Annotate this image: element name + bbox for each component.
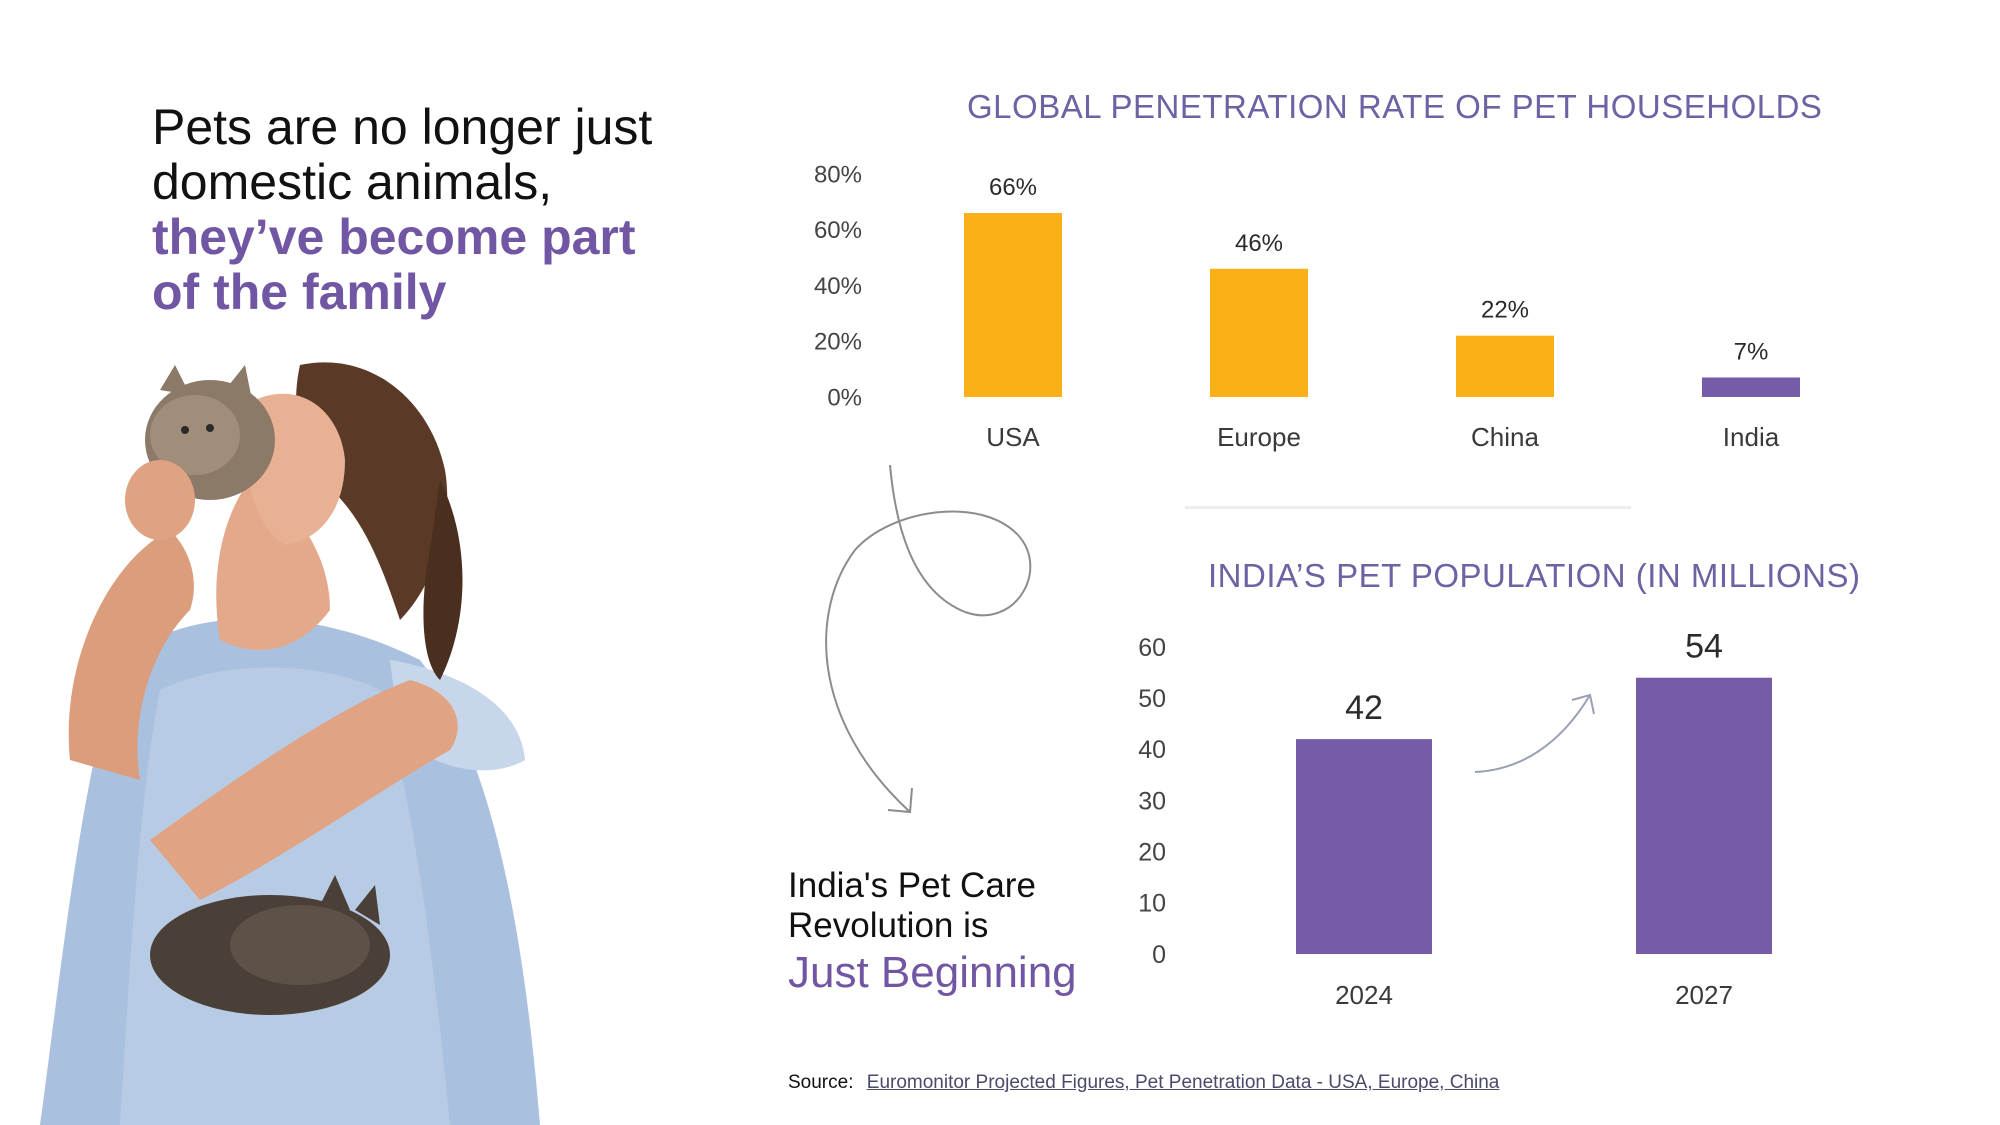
value-label: 7% (1734, 338, 1769, 365)
callout-line-2: Revolution is (788, 906, 989, 945)
headline-highlight-line-1: they’ve become part (152, 209, 636, 265)
y-tick-label: 0% (827, 384, 862, 411)
value-label: 66% (989, 174, 1037, 201)
category-label: India (1723, 422, 1780, 452)
value-label: 46% (1235, 230, 1283, 257)
bar-india (1702, 377, 1800, 397)
y-tick-label: 80% (814, 161, 862, 188)
y-tick-label: 60% (814, 217, 862, 244)
source-note: Source: Euromonitor Projected Figures, P… (788, 1072, 1499, 1094)
y-tick-label: 20 (1138, 838, 1166, 866)
y-tick-label: 50 (1138, 685, 1166, 713)
y-tick-label: 60 (1138, 634, 1166, 662)
bar-2027 (1636, 677, 1772, 954)
value-label: 54 (1685, 628, 1723, 666)
bar-2024 (1296, 739, 1432, 954)
category-label: China (1471, 422, 1539, 452)
callout-line-1: India's Pet Care (788, 866, 1036, 905)
value-label: 22% (1481, 297, 1529, 324)
y-tick-label: 30 (1138, 787, 1166, 815)
y-tick-label: 40% (814, 273, 862, 300)
headline-line-2: domestic animals, (152, 154, 553, 210)
category-label: 2024 (1335, 980, 1393, 1010)
category-label: USA (986, 422, 1040, 452)
headline-highlight-line-2: of the family (152, 264, 447, 320)
callout: India's Pet Care Revolution is Just Begi… (788, 866, 1118, 1000)
y-tick-label: 10 (1138, 890, 1166, 918)
headline-line-1: Pets are no longer just (152, 99, 653, 155)
y-tick-label: 40 (1138, 736, 1166, 764)
category-label: 2027 (1675, 980, 1733, 1010)
bar-usa (964, 213, 1062, 397)
y-tick-label: 20% (814, 329, 862, 356)
bar-europe (1210, 268, 1308, 397)
bar-china (1456, 335, 1554, 397)
source-link[interactable]: Euromonitor Projected Figures, Pet Penet… (866, 1072, 1500, 1093)
value-label: 42 (1345, 689, 1383, 727)
chart-2-title: INDIA’S PET POPULATION (IN MILLIONS) (1208, 557, 1861, 594)
headline: Pets are no longer just domestic animals… (152, 100, 752, 320)
source-label: Source: (788, 1072, 854, 1093)
growth-arrow-icon (1474, 693, 1595, 773)
category-label: Europe (1217, 422, 1301, 452)
chart-1-title: GLOBAL PENETRATION RATE OF PET HOUSEHOLD… (967, 88, 1823, 125)
callout-accent: Just Beginning (788, 948, 1077, 997)
curly-arrow-icon (825, 464, 1032, 814)
woman-with-kittens-photo (40, 362, 540, 1125)
section-divider (1185, 506, 1631, 509)
y-tick-label: 0 (1152, 941, 1166, 969)
